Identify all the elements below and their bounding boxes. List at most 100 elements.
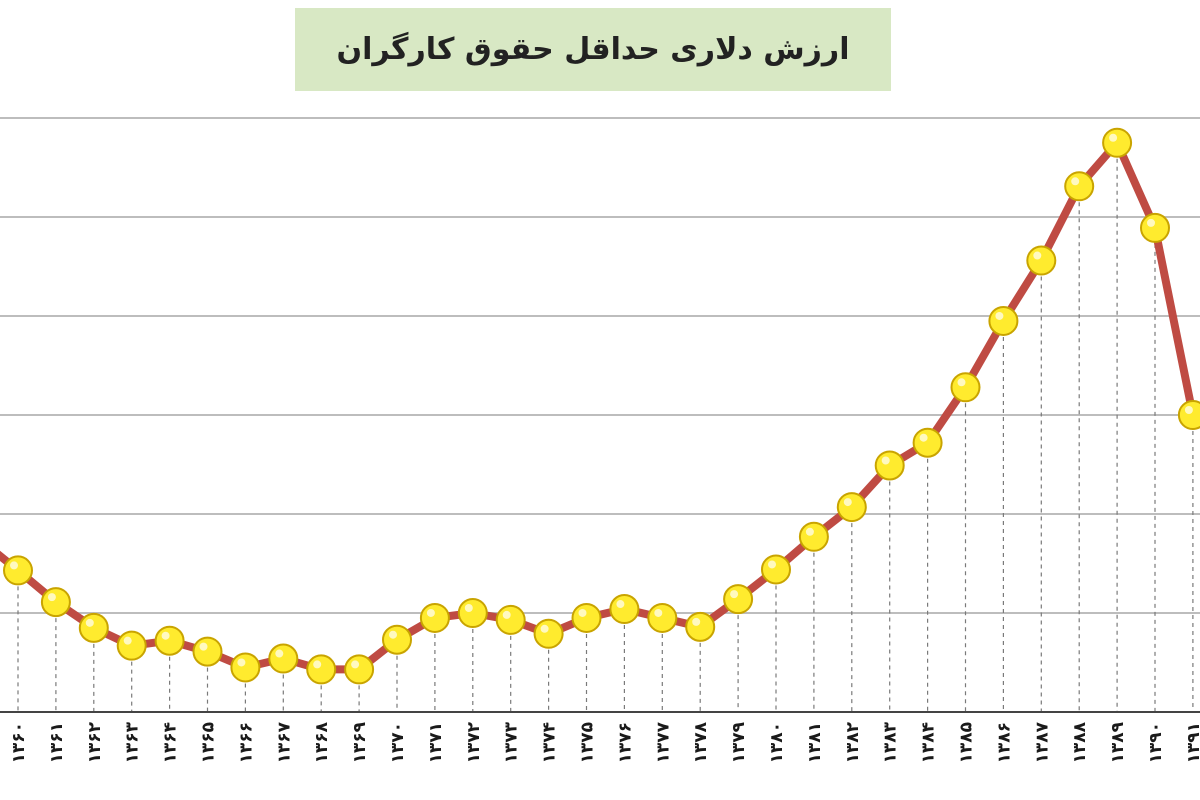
data-point-highlight xyxy=(995,311,1004,320)
data-point xyxy=(457,598,488,628)
data-point xyxy=(1177,400,1200,430)
data-point xyxy=(40,587,71,618)
data-point-highlight xyxy=(654,608,663,617)
x-tick-label: ۱۳۸۴ xyxy=(919,722,939,764)
gridlines xyxy=(0,117,1200,614)
chart-title-box: ارزش دلاری حداقل حقوق کارگران xyxy=(295,8,891,91)
data-point-highlight xyxy=(1184,406,1193,414)
chart-title: ارزش دلاری حداقل حقوق کارگران xyxy=(336,32,850,67)
data-point xyxy=(609,594,640,625)
data-point-highlight xyxy=(616,600,625,609)
data-point-highlight xyxy=(275,649,284,658)
x-tick-label: ۱۳۶۹ xyxy=(350,721,370,763)
data-point xyxy=(116,630,147,661)
series-line-layer xyxy=(0,138,1197,674)
x-tick-label: ۱۳۷۷ xyxy=(653,721,673,763)
data-point xyxy=(419,602,450,633)
data-point-highlight xyxy=(237,658,246,667)
data-point-highlight xyxy=(389,630,397,639)
x-tick-label: ۱۳۶۴ xyxy=(161,722,181,764)
data-point xyxy=(1026,245,1057,276)
data-point-highlight xyxy=(843,498,852,507)
data-point-highlight xyxy=(426,608,435,617)
data-point-highlight xyxy=(881,456,890,465)
data-point xyxy=(268,643,299,674)
data-point-highlight xyxy=(730,590,739,599)
data-point-highlight xyxy=(1071,177,1080,186)
data-point xyxy=(495,604,526,635)
data-point xyxy=(647,602,678,633)
x-tick-label: ۱۳۷۲ xyxy=(464,721,484,763)
x-tick-label: ۱۳۷۳ xyxy=(502,721,522,763)
x-tick-label: ۱۳۷۵ xyxy=(578,722,598,764)
data-point-highlight xyxy=(919,433,928,442)
x-tick-label: ۱۳۷۰ xyxy=(388,722,408,764)
x-tick-label: ۱۳۸۸ xyxy=(1070,721,1090,763)
data-point-highlight xyxy=(540,624,549,633)
data-point-highlight xyxy=(10,561,18,570)
x-tick-label: ۱۳۶۷ xyxy=(274,721,294,763)
data-point xyxy=(723,584,754,615)
data-point-highlight xyxy=(805,527,814,536)
x-tick-label: ۱۳۷۶ xyxy=(615,722,635,764)
x-tick-label: ۱۳۸۳ xyxy=(881,721,901,763)
data-point-highlight xyxy=(464,604,473,612)
data-point xyxy=(571,602,602,633)
data-point-highlight xyxy=(199,642,208,651)
x-tick-label: ۱۳۶۳ xyxy=(123,721,143,763)
data-point xyxy=(988,305,1019,336)
x-tick-label: ۱۳۸۱ xyxy=(805,722,825,764)
data-point-highlight xyxy=(502,610,511,619)
data-point xyxy=(1064,171,1095,202)
data-point-highlight xyxy=(123,636,132,645)
data-point xyxy=(306,654,337,685)
x-tick-label: ۱۳۸۵ xyxy=(957,722,977,764)
data-point-highlight xyxy=(47,593,56,602)
data-point xyxy=(533,618,564,649)
x-tick-label: ۱۳۷۱ xyxy=(426,722,446,764)
data-point xyxy=(3,555,33,586)
x-tick-label: ۱۳۸۰ xyxy=(767,722,787,764)
data-point xyxy=(798,521,829,552)
data-points xyxy=(3,127,1200,685)
data-point-highlight xyxy=(313,660,322,669)
data-point xyxy=(1102,127,1133,158)
x-tick-label: ۱۳۹۱ xyxy=(1184,722,1200,764)
x-tick-label: ۱۳۶۱ xyxy=(47,722,67,764)
data-point xyxy=(230,652,261,683)
x-tick-label: ۱۳۶۶ xyxy=(236,722,256,764)
x-tick-labels: ۱۳۶۰ ۱۳۶۱ ۱۳۶۲ ۱۳۶۳ ۱۳۶۴ ۱۳۶۵ ۱۳۶۶ ۱۳۶۷ ۱۳۶۸ ۱۳۶۹… xyxy=(9,721,1200,763)
data-point xyxy=(836,492,867,523)
data-point-highlight xyxy=(1147,218,1155,227)
droplines xyxy=(17,142,1194,712)
x-tick-label: ۱۳۸۶ xyxy=(994,722,1014,764)
data-point-highlight xyxy=(1033,251,1042,260)
data-point xyxy=(154,625,185,656)
data-point-highlight xyxy=(957,378,966,387)
x-tick-label: ۱۳۷۹ xyxy=(729,721,749,763)
data-point xyxy=(912,427,943,458)
data-point xyxy=(78,612,109,643)
data-point xyxy=(874,450,905,481)
x-tick-label: ۱۳۸۷ xyxy=(1032,721,1052,763)
data-point-highlight xyxy=(85,618,94,627)
data-point-highlight xyxy=(1109,133,1118,142)
x-tick-label: ۱۳۶۲ xyxy=(85,721,105,763)
data-point-highlight xyxy=(578,608,587,617)
x-tick-label: ۱۳۸۹ xyxy=(1108,721,1128,763)
data-point-highlight xyxy=(351,660,360,669)
data-point xyxy=(382,624,412,655)
series-line xyxy=(0,138,1197,674)
x-tick-label: ۱۳۷۸ xyxy=(691,721,711,763)
data-point-highlight xyxy=(161,631,170,640)
x-tick-label: ۱۳۶۰ xyxy=(9,722,29,764)
data-point-highlight xyxy=(692,617,701,626)
x-tick-label: ۱۳۷۴ xyxy=(540,722,560,764)
data-point xyxy=(685,611,716,642)
data-point-highlight xyxy=(768,560,776,569)
data-point xyxy=(192,636,223,667)
x-tick-label: ۱۳۹۰ xyxy=(1146,722,1166,764)
data-point xyxy=(344,654,375,685)
x-tick-label: ۱۳۸۲ xyxy=(843,721,863,763)
